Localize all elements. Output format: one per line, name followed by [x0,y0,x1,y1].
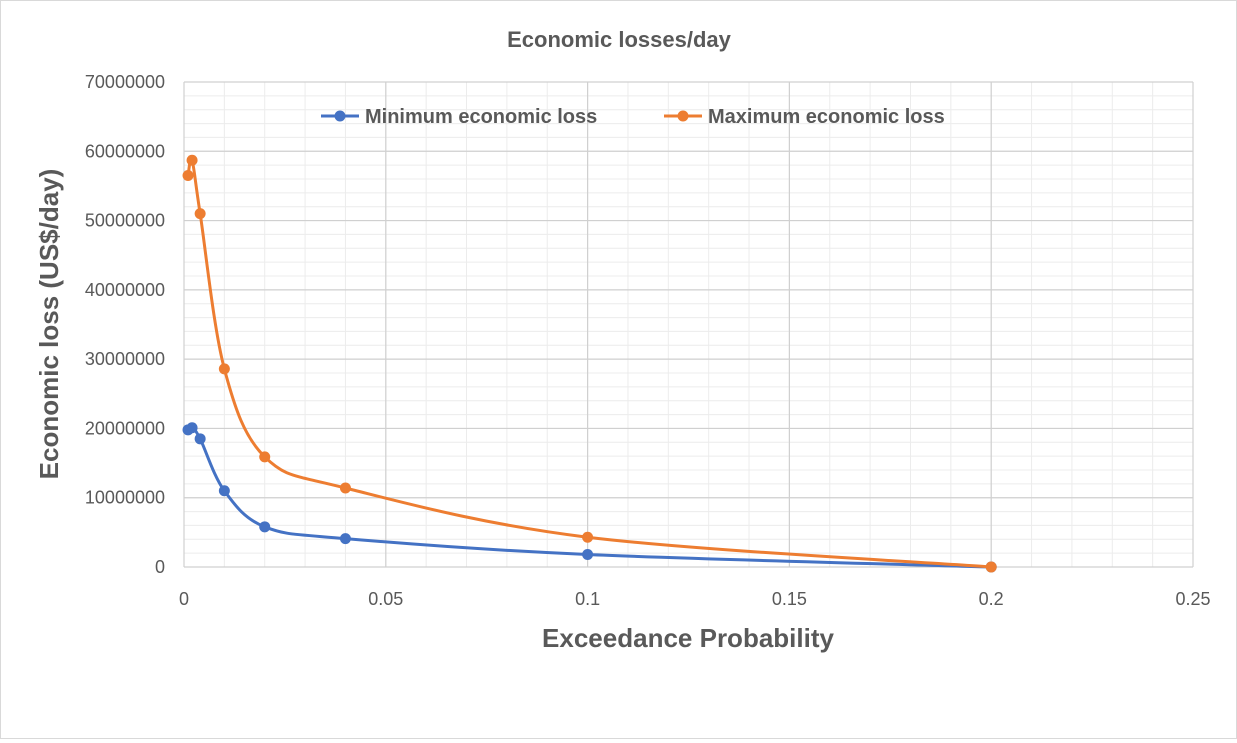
maximum-economic-loss-point [182,170,194,182]
maximum-economic-loss-point [194,208,206,220]
maximum-economic-loss-legend-marker [677,110,689,122]
x-tick-label: 0.15 [772,589,807,609]
maximum-economic-loss-point [259,451,271,463]
maximum-economic-loss-point [339,482,351,494]
y-tick-label: 20000000 [85,418,165,438]
x-tick-label: 0.1 [575,589,600,609]
y-tick-label: 0 [155,557,165,577]
y-tick-label: 60000000 [85,141,165,161]
y-tick-label: 70000000 [85,72,165,92]
minimum-economic-loss-point [186,422,198,434]
minimum-economic-loss-legend-marker [334,110,346,122]
y-tick-label: 40000000 [85,280,165,300]
maximum-economic-loss-point [186,154,198,166]
maximum-economic-loss-point [582,531,594,543]
x-tick-label: 0.05 [368,589,403,609]
x-tick-label: 0.2 [979,589,1004,609]
minimum-economic-loss-legend-label: Minimum economic loss [365,106,597,128]
y-tick-label: 50000000 [85,211,165,231]
minimum-economic-loss-point [218,485,230,497]
chart-title: Economic losses/day [507,27,732,52]
minimum-economic-loss-point [339,533,351,545]
minimum-economic-loss-point [259,521,271,533]
x-tick-label: 0 [179,589,189,609]
maximum-economic-loss-line [186,157,992,569]
x-tick-label: 0.25 [1175,589,1210,609]
minimum-economic-loss-point [582,549,594,561]
y-tick-label: 10000000 [85,488,165,508]
minimum-economic-loss-point [194,433,206,445]
y-tick-label: 30000000 [85,349,165,369]
legend: Minimum economic loss Maximum economic lo… [321,106,945,128]
maximum-economic-loss-point [218,363,230,375]
series-layer [182,154,997,573]
y-axis-title: Economic loss (US$/day) [34,169,64,480]
grid [183,81,1194,568]
x-axis-title: Exceedance Probability [542,623,834,653]
maximum-economic-loss-point [985,561,997,573]
axes: 0 0.05 0.1 0.15 0.2 0.25 0 10000000 20000000 3000… [85,72,1211,609]
maximum-economic-loss-legend-label: Maximum economic loss [708,106,945,128]
